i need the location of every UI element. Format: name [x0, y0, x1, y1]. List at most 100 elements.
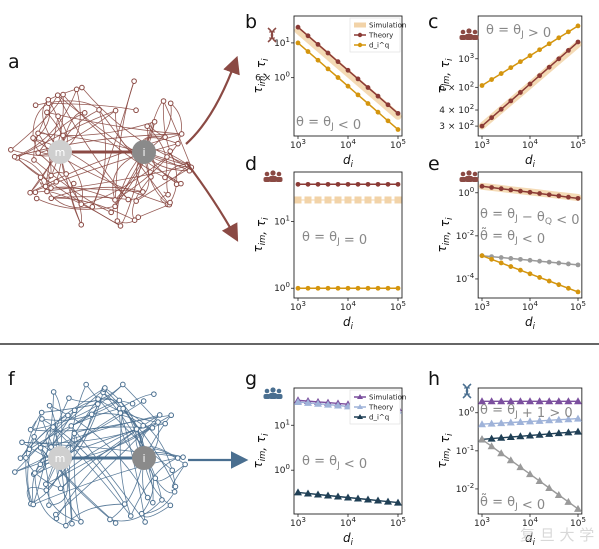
- data-point: [527, 189, 533, 195]
- annotation-text-txt: = 0: [340, 233, 367, 248]
- data-point: [546, 41, 552, 47]
- y-tick-label-base: 10: [274, 466, 286, 476]
- y-tick-label-exp: -4: [467, 272, 475, 280]
- x-tick-label: 105: [570, 138, 586, 151]
- annotation-text-sub: J: [520, 30, 524, 40]
- data-point-triangle: [526, 417, 534, 425]
- y-axis-label-sub: im: [257, 451, 267, 462]
- x-tick-label: 103: [474, 300, 490, 313]
- data-point: [537, 47, 542, 53]
- legend-marker: [357, 32, 363, 38]
- y-axis-label: τim, τi: [251, 433, 270, 469]
- hub-label-m: m: [55, 146, 66, 159]
- x-axis-label-sub: i: [533, 537, 536, 547]
- annotation-text-txt: θ = θ: [302, 454, 337, 469]
- data-point: [385, 102, 391, 108]
- y-tick-label: 100: [274, 281, 290, 294]
- network-node: [171, 489, 178, 495]
- data-point-simulation: [384, 196, 392, 204]
- x-tick-label-base: 10: [390, 303, 402, 313]
- x-tick-label-exp: 4: [533, 300, 538, 308]
- y-tick-label: 100: [274, 463, 290, 476]
- y-tick-label: 6 × 100: [255, 71, 290, 84]
- network-node: [45, 96, 52, 103]
- data-point-triangle: [384, 497, 392, 505]
- data-point: [479, 253, 485, 259]
- network-node: [37, 444, 44, 451]
- network-edge: [34, 473, 66, 527]
- network-node: [127, 513, 134, 519]
- data-point-triangle: [314, 399, 322, 407]
- network-node: [43, 487, 50, 493]
- data-point-triangle: [545, 484, 554, 492]
- panel-label-a: a: [8, 51, 20, 73]
- network-edge: [65, 503, 125, 526]
- panel-label-g: g: [245, 368, 257, 390]
- x-tick-label: 104: [522, 516, 538, 529]
- data-point: [345, 181, 351, 187]
- arrow-a-to-d: [185, 161, 239, 242]
- data-point: [527, 271, 533, 277]
- network-node: [19, 439, 25, 446]
- annotation-text: θ = θJ < 0: [302, 454, 367, 472]
- data-point: [355, 76, 361, 82]
- data-point: [385, 118, 391, 124]
- y-tick-label-exp: 0: [286, 463, 290, 471]
- annotation-text-sub: J: [514, 502, 518, 512]
- network-node: [162, 420, 168, 427]
- x-tick-label-exp: 4: [351, 138, 356, 146]
- data-point: [498, 71, 504, 76]
- network-node: [83, 381, 89, 388]
- y-axis-label-txt: τ: [251, 460, 265, 468]
- network-node: [167, 502, 174, 509]
- data-point: [305, 181, 311, 187]
- network-node: [42, 183, 49, 190]
- y-tick-label: 4 × 102: [439, 103, 474, 116]
- x-tick-label-exp: 3: [301, 300, 305, 308]
- network-node: [35, 130, 41, 137]
- network-node: [94, 401, 101, 407]
- y-tick-label: 101: [274, 418, 290, 431]
- network-node: [73, 86, 80, 93]
- data-point: [365, 285, 371, 291]
- data-point-simulation: [344, 196, 352, 204]
- x-axis-label-sub: i: [533, 159, 536, 169]
- data-point-triangle: [304, 398, 312, 406]
- network-node: [46, 402, 53, 409]
- dna-icon: [267, 27, 277, 43]
- x-tick-label-exp: 4: [533, 516, 538, 524]
- network-edge: [70, 425, 146, 523]
- data-point: [527, 81, 533, 87]
- network-edge: [81, 156, 168, 205]
- data-point-triangle: [304, 489, 312, 497]
- y-tick-label-base: 4 × 10: [439, 106, 470, 116]
- data-point: [489, 185, 494, 190]
- network-node: [155, 419, 161, 425]
- y-tick-label: 101: [274, 36, 290, 49]
- x-tick-label: 105: [390, 516, 406, 529]
- data-point: [489, 115, 494, 121]
- data-point: [575, 262, 581, 268]
- network-node: [31, 470, 38, 476]
- data-point-triangle: [554, 415, 563, 423]
- data-point-triangle: [324, 400, 332, 408]
- network-edge: [36, 198, 116, 210]
- network-node: [30, 501, 37, 508]
- x-tick-label-exp: 4: [351, 300, 356, 308]
- network-node: [70, 180, 77, 187]
- data-point: [395, 285, 401, 291]
- y-tick-label-exp: 0: [470, 186, 474, 194]
- y-tick-label-exp: -2: [467, 482, 474, 490]
- network-node: [50, 389, 57, 395]
- legend-label: Theory: [368, 32, 393, 40]
- data-point: [508, 187, 514, 193]
- data-point: [335, 285, 341, 291]
- network-node: [78, 518, 84, 525]
- data-point: [335, 59, 341, 65]
- network-edge: [17, 157, 52, 189]
- network-edge: [166, 164, 188, 195]
- x-tick-label: 104: [522, 300, 538, 313]
- network-node: [63, 171, 69, 177]
- data-point: [479, 83, 485, 88]
